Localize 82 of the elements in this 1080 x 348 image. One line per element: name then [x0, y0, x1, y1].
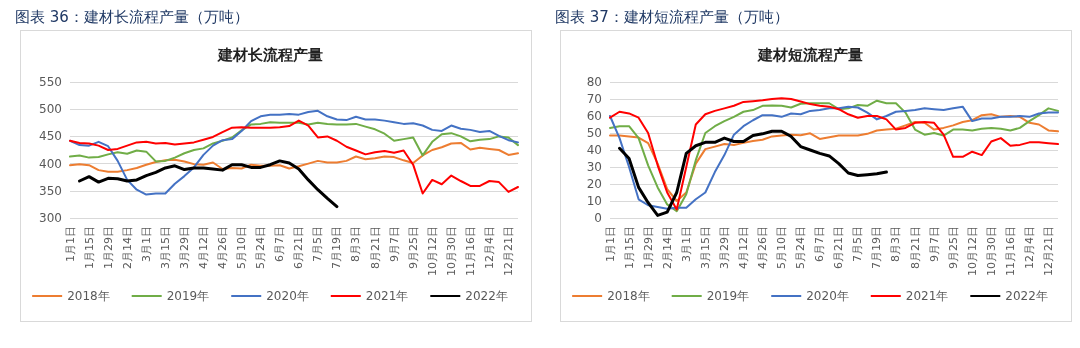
y-tick-label: 20 — [586, 177, 602, 191]
x-tick-label: 1月1日 — [603, 226, 617, 262]
x-tick-label: 9月25日 — [946, 226, 960, 269]
line-series — [618, 129, 888, 217]
x-tick-label: 2月14日 — [660, 226, 674, 269]
x-tick-label: 5月24日 — [254, 226, 268, 269]
x-tick-label: 4月26日 — [216, 226, 230, 269]
x-tick-label: 5月24日 — [794, 226, 808, 269]
y-tick-label: 50 — [586, 126, 602, 140]
x-tick-label: 11月16日 — [463, 226, 477, 276]
y-tick-label: 80 — [586, 75, 602, 89]
x-tick-label: 10月30日 — [984, 226, 998, 276]
legend-label: 2022年 — [465, 289, 508, 303]
x-tick-label: 4月12日 — [196, 226, 210, 269]
x-tick-label: 3月29日 — [717, 226, 731, 269]
x-tick-label: 12月4日 — [482, 226, 496, 269]
legend-label: 2021年 — [905, 289, 949, 303]
chart-title: 图表 37：建材短流程产量（万吨） — [555, 7, 789, 26]
line-series — [69, 141, 519, 173]
y-tick-label: 300 — [39, 211, 62, 225]
legend-label: 2018年 — [607, 289, 650, 303]
x-tick-label: 4月12日 — [736, 226, 750, 269]
line-series — [78, 159, 339, 209]
x-tick-label: 8月21日 — [368, 226, 382, 269]
y-tick-label: 40 — [586, 143, 602, 157]
x-tick-label: 6月21日 — [292, 226, 306, 269]
y-tick-label: 60 — [586, 109, 602, 123]
y-tick-label: 450 — [39, 129, 62, 144]
x-tick-label: 9月7日 — [927, 226, 941, 262]
x-tick-label: 3月15日 — [698, 226, 712, 269]
legend-label: 2022年 — [1005, 289, 1048, 303]
x-tick-label: 6月7日 — [813, 226, 827, 262]
y-tick-label: 500 — [39, 102, 62, 117]
x-tick-label: 3月1日 — [679, 226, 693, 262]
x-tick-label: 1月29日 — [101, 226, 115, 269]
x-tick-label: 3月15日 — [158, 226, 172, 269]
legend-label: 2018年 — [67, 289, 110, 303]
legend-label: 2021年 — [365, 289, 409, 303]
x-tick-label: 12月21日 — [1041, 226, 1055, 276]
x-tick-label: 1月1日 — [63, 226, 77, 262]
x-tick-label: 10月12日 — [425, 226, 439, 276]
x-tick-label: 11月16日 — [1003, 226, 1017, 276]
x-tick-label: 3月1日 — [139, 226, 153, 262]
x-tick-label: 12月4日 — [1022, 226, 1036, 269]
line-series — [69, 121, 519, 163]
x-tick-label: 1月29日 — [641, 226, 655, 269]
x-tick-label: 10月12日 — [965, 226, 979, 276]
y-tick-label: 30 — [586, 160, 602, 174]
x-tick-label: 9月25日 — [406, 226, 420, 269]
x-tick-label: 7月5日 — [311, 226, 325, 262]
x-tick-label: 5月10日 — [775, 226, 789, 269]
chart-subtitle: 建材长流程产量 — [216, 45, 323, 64]
x-tick-label: 7月5日 — [851, 226, 865, 262]
x-tick-label: 1月15日 — [82, 226, 96, 269]
x-tick-label: 1月15日 — [622, 226, 636, 269]
x-tick-label: 6月7日 — [273, 226, 287, 262]
y-tick-label: 10 — [586, 194, 602, 208]
x-tick-label: 2月14日 — [120, 226, 134, 269]
chart-title: 图表 36：建材长流程产量（万吨） — [15, 7, 249, 26]
legend-label: 2020年 — [806, 289, 849, 303]
x-tick-label: 6月21日 — [832, 226, 846, 269]
legend-label: 2019年 — [166, 289, 210, 303]
x-tick-label: 8月3日 — [889, 226, 903, 262]
x-tick-label: 10月30日 — [444, 226, 458, 276]
legend-label: 2020年 — [266, 289, 309, 303]
y-tick-label: 70 — [586, 92, 602, 106]
y-tick-label: 400 — [39, 156, 62, 171]
x-tick-label: 7月19日 — [870, 226, 884, 269]
y-tick-label: 0 — [594, 211, 602, 225]
line-series — [609, 113, 1059, 202]
chart-subtitle: 建材短流程产量 — [756, 45, 863, 64]
y-tick-label: 550 — [39, 75, 62, 89]
x-tick-label: 4月26日 — [756, 226, 770, 269]
x-tick-label: 3月29日 — [177, 226, 191, 269]
x-tick-label: 8月3日 — [349, 226, 363, 262]
x-tick-label: 8月21日 — [908, 226, 922, 269]
legend-label: 2019年 — [706, 289, 750, 303]
x-tick-label: 12月21日 — [501, 226, 515, 276]
y-tick-label: 350 — [39, 183, 62, 198]
x-tick-label: 5月10日 — [235, 226, 249, 269]
x-tick-label: 9月7日 — [387, 226, 401, 262]
x-tick-label: 7月19日 — [330, 226, 344, 269]
